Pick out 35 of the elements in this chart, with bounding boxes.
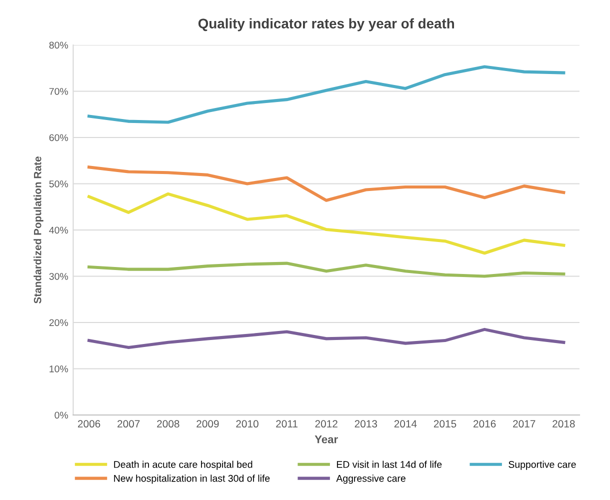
y-tick-label: 40% [49, 226, 68, 234]
line-series [87, 65, 566, 124]
line-series [87, 166, 566, 202]
x-tick-label: 2017 [513, 420, 536, 428]
y-tick-label: 50% [49, 180, 68, 188]
y-tick-label: 70% [49, 88, 68, 95]
x-tick-label: 2007 [118, 420, 140, 428]
x-tick-label: 2009 [196, 420, 219, 428]
y-tick-label: 30% [49, 272, 68, 280]
legend-label: Supportive care [508, 460, 576, 470]
legend-label: Death in acute care hospital bed [114, 460, 252, 470]
x-tick-label: 2011 [276, 420, 298, 428]
x-tick-label: 2018 [552, 420, 575, 428]
legend-label: Aggressive care [336, 474, 406, 484]
chart-title: Quality indicator rates by year of death [198, 18, 454, 32]
y-tick-label: 80% [49, 42, 68, 49]
line-series [87, 328, 566, 350]
line-series [87, 262, 566, 278]
line-series [87, 192, 566, 255]
x-tick-label: 2010 [236, 420, 258, 428]
y-tick-label: 10% [50, 365, 68, 372]
y-tick-label: 60% [49, 134, 68, 142]
x-tick-label: 2008 [157, 420, 180, 428]
y-tick-label: 0% [54, 412, 68, 419]
x-tick-label: 2013 [354, 420, 378, 428]
x-tick-label: 2006 [78, 420, 100, 428]
x-tick-label: 2012 [315, 420, 338, 428]
legend-label: ED visit in last 14d of life [336, 460, 442, 468]
y-axis-title: Standardized Population Rate [34, 156, 44, 304]
x-tick-label: 2016 [474, 420, 496, 428]
x-tick-label: 2014 [394, 420, 417, 428]
legend-label: New hospitalization in last 30d of life [114, 474, 270, 484]
y-tick-label: 20% [49, 319, 68, 326]
x-axis-title: Year [314, 436, 338, 444]
x-tick-label: 2015 [434, 420, 456, 428]
